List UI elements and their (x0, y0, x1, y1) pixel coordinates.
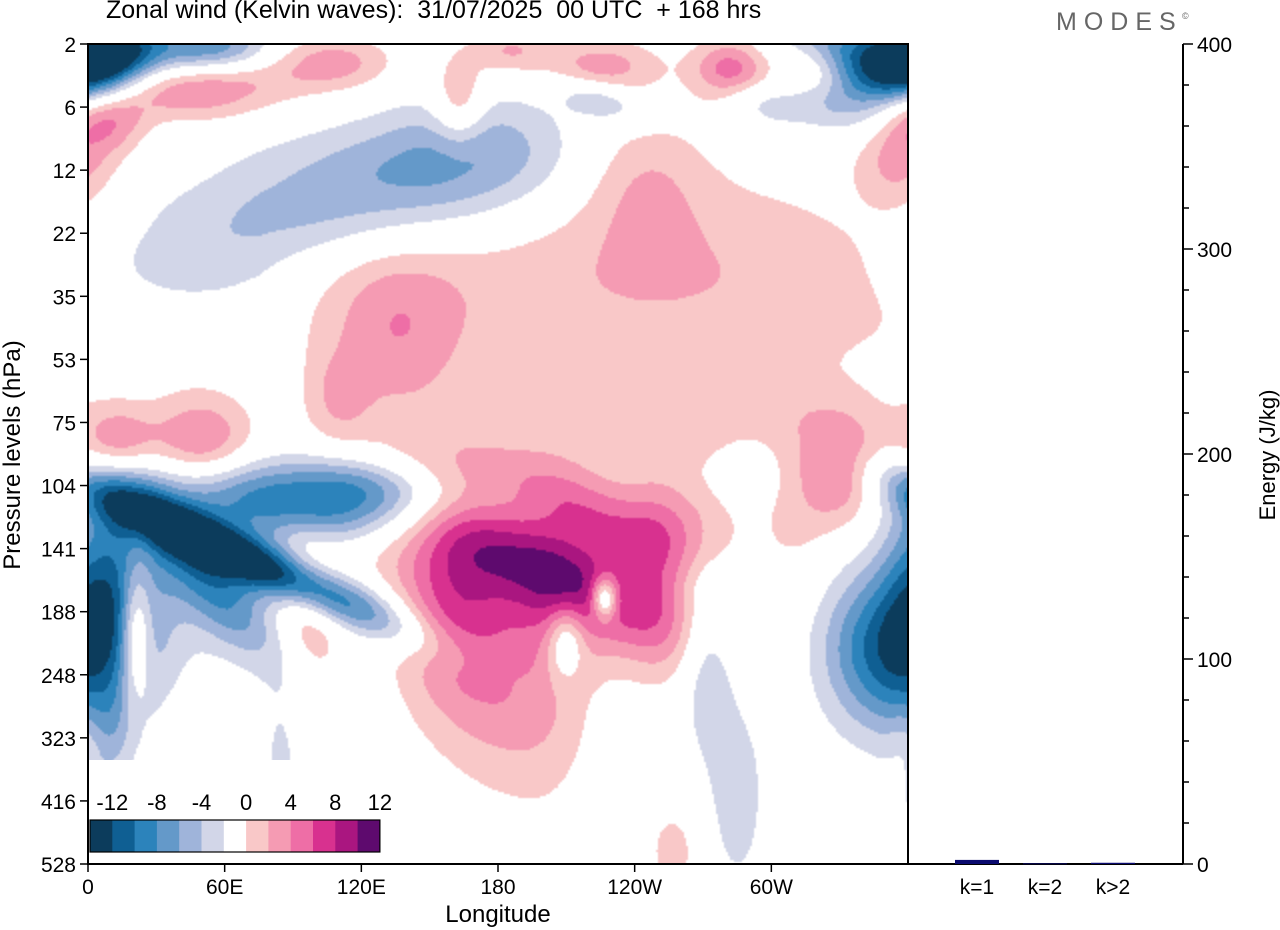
x-tick-label: 120E (337, 876, 386, 899)
chart-title: Zonal wind (Kelvin waves): 31/07/2025 00… (106, 0, 762, 24)
energy-tick-label: 100 (1197, 649, 1232, 672)
y-tick-label: 528 (41, 854, 76, 877)
colorbar-swatch (156, 820, 180, 852)
y-tick-label: 416 (41, 791, 76, 814)
colorbar-swatch (290, 820, 314, 852)
x-tick-label: 60E (206, 876, 243, 899)
colorbar-swatch (357, 820, 381, 852)
y-tick-label: 75 (53, 412, 76, 435)
y-tick-label: 35 (53, 286, 76, 309)
colorbar-tick-label: -4 (192, 790, 212, 815)
bar-category-label: k=2 (1028, 876, 1062, 899)
energy-bar (1091, 862, 1135, 864)
bar-category-label: k>2 (1096, 876, 1130, 899)
colorbar-swatch (90, 820, 113, 852)
y-tick-label: 12 (53, 160, 76, 183)
energy-tick-label: 200 (1197, 444, 1232, 467)
y-tick-label: 188 (41, 602, 76, 625)
wind-contours (88, 44, 908, 864)
energy-axis-label: Energy (J/kg) (1255, 390, 1280, 521)
energy-axis: 0 100 200 300 400 (1183, 34, 1232, 877)
y-tick-label: 2 (64, 34, 76, 57)
energy-tick-label: 300 (1197, 239, 1232, 262)
modes-logo: MODES (1056, 8, 1183, 36)
colorbar-tick-label: 0 (240, 790, 252, 815)
x-tick-label: 0 (82, 876, 94, 899)
wind-field (88, 44, 908, 864)
energy-bar (955, 859, 999, 864)
colorbar-frame (89, 819, 381, 853)
colorbar-swatch (134, 820, 158, 852)
copyright-mark: © (1182, 11, 1189, 21)
colorbar-swatch (201, 820, 225, 852)
energy-tick-label: 0 (1197, 854, 1209, 877)
energy-bar (1023, 863, 1067, 865)
energy-bars: k=1 k=2 k>2 (955, 859, 1135, 899)
y-tick-label: 141 (41, 539, 76, 562)
colorbar-tick-label: -8 (147, 790, 167, 815)
colorbar-tick-label: 8 (329, 790, 341, 815)
y-tick-label: 104 (41, 476, 76, 499)
bar-category-label: k=1 (960, 876, 994, 899)
y-tick-label: 323 (41, 728, 76, 751)
y-tick-label: 6 (64, 97, 76, 120)
colorbar-tick-label: -12 (96, 790, 128, 815)
colorbar-swatch (179, 820, 202, 852)
y-tick-label: 53 (53, 349, 76, 372)
y-axis-label: Pressure levels (hPa) (0, 340, 26, 569)
y-tick-label: 22 (53, 223, 76, 246)
colorbar-tick-label: 12 (368, 790, 392, 815)
y-axis: 2 6 12 22 35 53 75 104 141 188 248 323 416 528 (41, 34, 88, 877)
x-tick-label: 60W (750, 876, 793, 899)
colorbar: -12 -8 -4 0 4 8 12 (88, 760, 392, 856)
energy-tick-label: 400 (1197, 34, 1232, 57)
colorbar-swatch (223, 820, 247, 852)
x-tick-label: 180 (480, 876, 515, 899)
y-tick-label: 248 (41, 665, 76, 688)
colorbar-tick-label: 4 (285, 790, 297, 815)
x-axis: 0 60E 120E 180 120W 60W (82, 864, 793, 899)
colorbar-swatch (268, 820, 292, 852)
colorbar-swatch (246, 820, 269, 852)
colorbar-swatch (313, 820, 336, 852)
x-axis-label: Longitude (445, 901, 550, 928)
x-tick-label: 120W (607, 876, 662, 899)
colorbar-swatch (112, 820, 136, 852)
colorbar-swatch (335, 820, 359, 852)
